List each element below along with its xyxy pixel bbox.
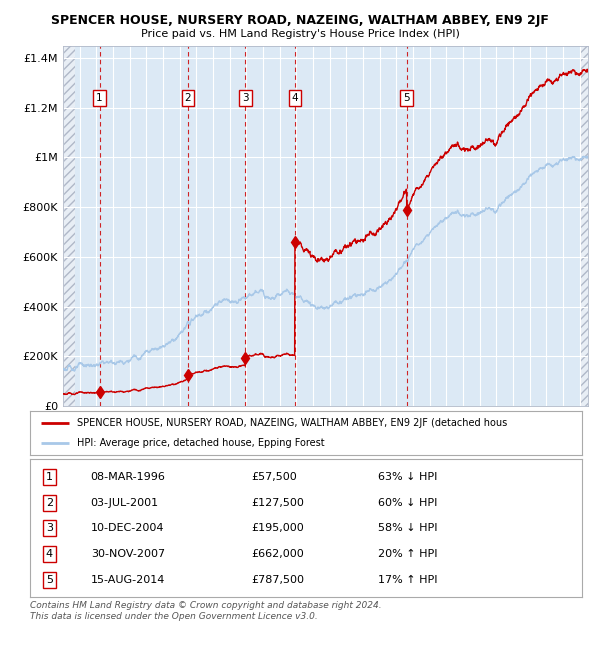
Text: 1: 1	[96, 93, 103, 103]
Text: £787,500: £787,500	[251, 575, 304, 585]
Text: 03-JUL-2001: 03-JUL-2001	[91, 498, 159, 508]
Text: 30-NOV-2007: 30-NOV-2007	[91, 549, 165, 559]
Text: £127,500: £127,500	[251, 498, 304, 508]
Text: 5: 5	[46, 575, 53, 585]
Text: £662,000: £662,000	[251, 549, 304, 559]
Bar	[580, 46, 588, 406]
Text: 10-DEC-2004: 10-DEC-2004	[91, 523, 164, 533]
Text: 15-AUG-2014: 15-AUG-2014	[91, 575, 165, 585]
Text: 3: 3	[242, 93, 248, 103]
Text: 2: 2	[46, 498, 53, 508]
Text: 2: 2	[185, 93, 191, 103]
Text: 4: 4	[292, 93, 298, 103]
Text: Price paid vs. HM Land Registry's House Price Index (HPI): Price paid vs. HM Land Registry's House …	[140, 29, 460, 38]
Text: SPENCER HOUSE, NURSERY ROAD, NAZEING, WALTHAM ABBEY, EN9 2JF (detached hous: SPENCER HOUSE, NURSERY ROAD, NAZEING, WA…	[77, 418, 507, 428]
Text: £195,000: £195,000	[251, 523, 304, 533]
Text: 20% ↑ HPI: 20% ↑ HPI	[378, 549, 437, 559]
Text: 1: 1	[46, 472, 53, 482]
Text: 17% ↑ HPI: 17% ↑ HPI	[378, 575, 437, 585]
Text: £57,500: £57,500	[251, 472, 296, 482]
Text: 3: 3	[46, 523, 53, 533]
Text: Contains HM Land Registry data © Crown copyright and database right 2024.
This d: Contains HM Land Registry data © Crown c…	[30, 601, 382, 621]
Text: 58% ↓ HPI: 58% ↓ HPI	[378, 523, 437, 533]
Text: HPI: Average price, detached house, Epping Forest: HPI: Average price, detached house, Eppi…	[77, 438, 325, 448]
Text: 60% ↓ HPI: 60% ↓ HPI	[378, 498, 437, 508]
Text: SPENCER HOUSE, NURSERY ROAD, NAZEING, WALTHAM ABBEY, EN9 2JF: SPENCER HOUSE, NURSERY ROAD, NAZEING, WA…	[51, 14, 549, 27]
Text: 5: 5	[403, 93, 410, 103]
Text: 4: 4	[46, 549, 53, 559]
Text: 63% ↓ HPI: 63% ↓ HPI	[378, 472, 437, 482]
Text: 08-MAR-1996: 08-MAR-1996	[91, 472, 166, 482]
Bar	[63, 46, 74, 406]
